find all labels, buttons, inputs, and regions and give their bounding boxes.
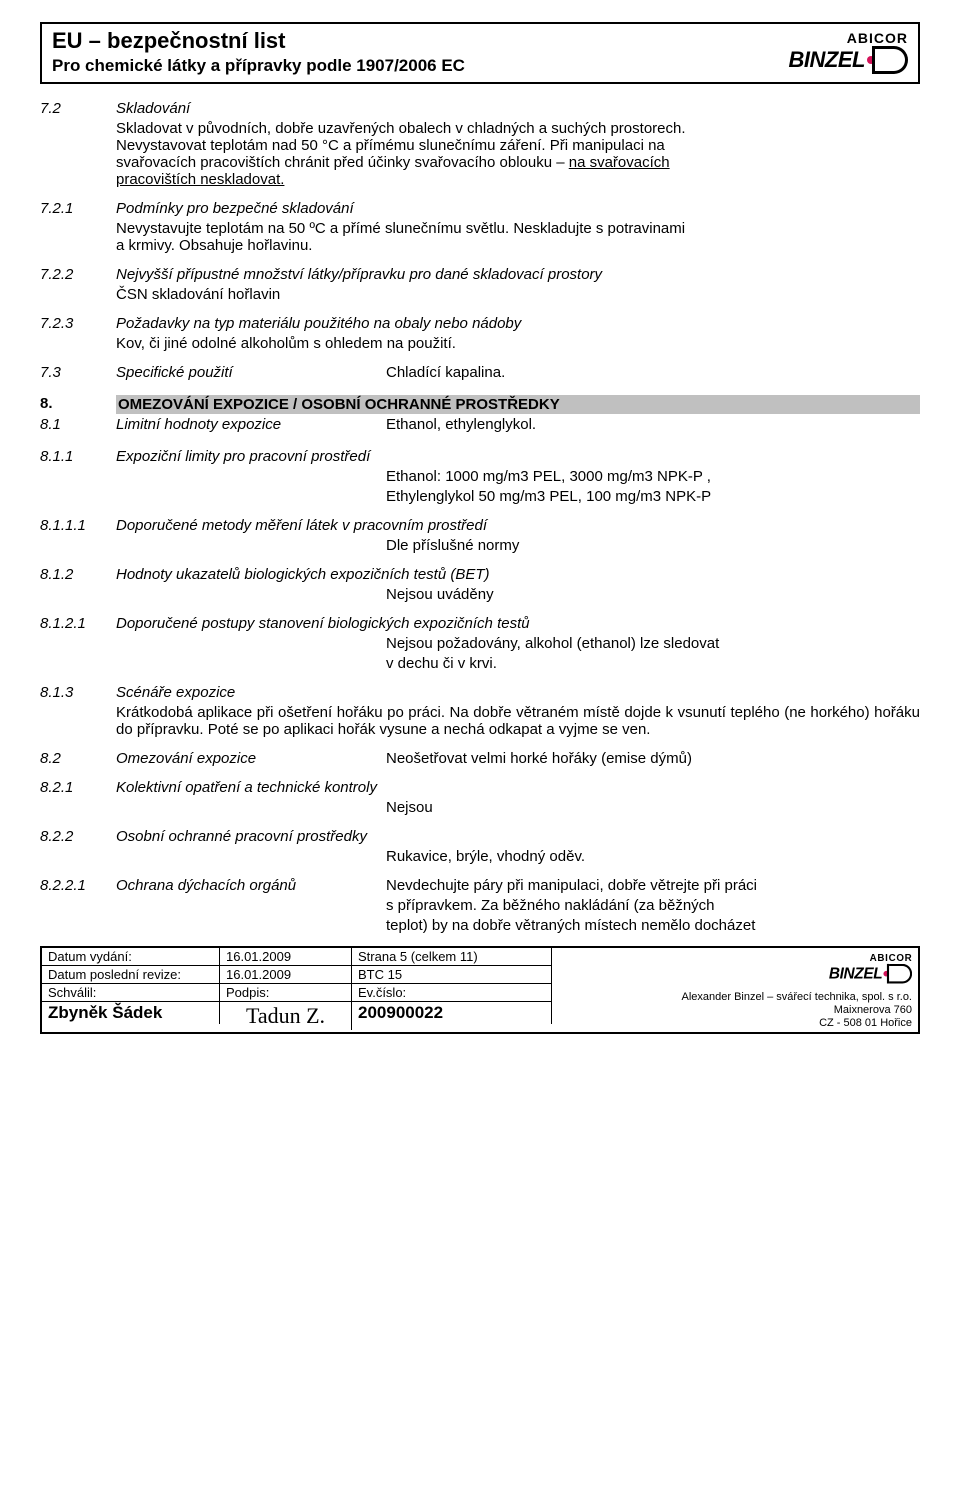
section-number: 8.1.2: [40, 566, 116, 583]
document-footer: Datum vydání: Datum poslední revize: Sch…: [40, 946, 920, 1034]
section-title: Požadavky na typ materiálu použitého na …: [116, 315, 920, 332]
section-title: Podmínky pro bezpečné skladování: [116, 200, 920, 217]
section-title: Doporučené postupy stanovení biologickýc…: [116, 615, 920, 632]
company-line: Maixnerova 760: [834, 1004, 912, 1017]
footer-company: ABICOR BINZEL Alexander Binzel – svářecí…: [552, 948, 918, 1032]
section-title: OMEZOVÁNÍ EXPOZICE / OSOBNÍ OCHRANNÉ PRO…: [116, 395, 920, 414]
section-number: 8.2.1: [40, 779, 116, 796]
section-7-2: 7.2 Skladování Skladovat v původních, do…: [40, 100, 920, 188]
header-subtitle: Pro chemické látky a přípravky podle 190…: [52, 56, 465, 76]
footer-evnumber: 200900022: [352, 1002, 552, 1024]
body-text: Nejsou uváděny: [386, 586, 920, 603]
footer-label: Datum vydání:: [42, 948, 220, 966]
section-8-1-1-1: 8.1.1.1 Doporučené metody měření látek v…: [40, 517, 920, 554]
section-number: 7.2.1: [40, 200, 116, 217]
section-8-1-2-1: 8.1.2.1 Doporučené postupy stanovení bio…: [40, 615, 920, 672]
section-7-3: 7.3 Specifické použití Chladící kapalina…: [40, 364, 920, 381]
section-number: 8.2.2: [40, 828, 116, 845]
body-text: s přípravkem. Za běžného nakládání (za b…: [386, 897, 920, 914]
logo-cap-icon: [875, 46, 908, 74]
section-number: 8.2.2.1: [40, 877, 116, 894]
brand-logo: ABICOR BINZEL: [789, 30, 908, 74]
section-8-1-1: 8.1.1 Expoziční limity pro pracovní pros…: [40, 448, 920, 505]
section-title: Expoziční limity pro pracovní prostředí: [116, 448, 920, 465]
section-8-1-2: 8.1.2 Hodnoty ukazatelů biologických exp…: [40, 566, 920, 603]
footer-brand-logo: ABICOR BINZEL: [828, 952, 912, 983]
section-8-1-3: 8.1.3 Scénáře expozice Krátkodobá aplika…: [40, 684, 920, 738]
section-8-2-2: 8.2.2 Osobní ochranné pracovní prostředk…: [40, 828, 920, 865]
body-text: Nevystavovat teplotám nad 50 °C a přímém…: [116, 137, 920, 154]
body-text: ČSN skladování hořlavin: [116, 286, 920, 303]
section-8-2-2-1: 8.2.2.1 Ochrana dýchacích orgánů Nevdech…: [40, 877, 920, 934]
body-text: svařovacích pracovištích chránit před úč…: [116, 154, 920, 171]
company-line: Alexander Binzel – svářecí technika, spo…: [681, 991, 912, 1004]
logo-cap-icon: [889, 964, 912, 984]
body-text: Krátkodobá aplikace při ošetření hořáku …: [116, 704, 920, 738]
logo-name: ABICOR: [847, 30, 908, 46]
footer-label: Schválil:: [42, 984, 220, 1002]
section-number: 7.2.3: [40, 315, 116, 332]
kv-label: Limitní hodnoty expozice: [116, 416, 386, 433]
body-text: Skladovat v původních, dobře uzavřených …: [116, 120, 920, 137]
body-text: Nevdechujte páry při manipulaci, dobře v…: [386, 877, 920, 894]
section-number: 8.1.3: [40, 684, 116, 701]
section-number: 8.1.1: [40, 448, 116, 465]
section-number: 8.1.1.1: [40, 517, 116, 534]
body-text: a krmivy. Obsahuje hořlavinu.: [116, 237, 920, 254]
section-title: Skladování: [116, 100, 920, 117]
footer-approver: Zbyněk Šádek: [42, 1002, 220, 1024]
section-8-2-1: 8.2.1 Kolektivní opatření a technické ko…: [40, 779, 920, 816]
footer-value: BTC 15: [352, 966, 552, 984]
kv-value: Ethanol, ethylenglykol.: [386, 416, 920, 433]
kv-label: Omezování expozice: [116, 750, 386, 767]
body-text: Ethylenglykol 50 mg/m3 PEL, 100 mg/m3 NP…: [386, 488, 920, 505]
body-text: Nejsou požadovány, alkohol (ethanol) lze…: [386, 635, 920, 652]
section-8-1: 8.1 Limitní hodnoty expozice Ethanol, et…: [40, 416, 920, 433]
body-text: Rukavice, brýle, vhodný oděv.: [386, 848, 920, 865]
body-text: teplot) by na dobře větraných místech ne…: [386, 917, 920, 934]
footer-page: Strana 5 (celkem 11): [352, 948, 552, 966]
header-title: EU – bezpečnostní list: [52, 28, 465, 54]
section-number: 8.1.2.1: [40, 615, 116, 632]
footer-label: Ev.číslo:: [352, 984, 552, 1002]
body-text: pracovištích neskladovat.: [116, 171, 920, 188]
section-number: 8.: [40, 395, 116, 414]
body-text: Dle příslušné normy: [386, 537, 920, 554]
section-7-2-2: 7.2.2 Nejvyšší přípustné množství látky/…: [40, 266, 920, 303]
section-title: Hodnoty ukazatelů biologických expoziční…: [116, 566, 920, 583]
section-title: Kolektivní opatření a technické kontroly: [116, 779, 920, 796]
document-header: EU – bezpečnostní list Pro chemické látk…: [40, 22, 920, 84]
section-8-2: 8.2 Omezování expozice Neošetřovat velmi…: [40, 750, 920, 767]
section-number: 8.2: [40, 750, 116, 767]
footer-label: Datum poslední revize:: [42, 966, 220, 984]
body-text: Nevystavujte teplotám na 50 ºC a přímé s…: [116, 220, 920, 237]
body-text: Ethanol: 1000 mg/m3 PEL, 3000 mg/m3 NPK-…: [386, 468, 920, 485]
footer-value: 16.01.2009: [220, 948, 352, 966]
footer-label: Podpis:: [220, 984, 352, 1002]
section-7-2-1: 7.2.1 Podmínky pro bezpečné skladování N…: [40, 200, 920, 254]
section-8-heading: 8. OMEZOVÁNÍ EXPOZICE / OSOBNÍ OCHRANNÉ …: [40, 395, 920, 414]
section-title: Nejvyšší přípustné množství látky/přípra…: [116, 266, 920, 283]
section-title: Scénáře expozice: [116, 684, 920, 701]
section-7-2-3: 7.2.3 Požadavky na typ materiálu použité…: [40, 315, 920, 352]
body-text: Nejsou: [386, 799, 920, 816]
logo-main: BINZEL: [789, 47, 865, 73]
body-text: Kov, či jiné odolné alkoholům s ohledem …: [116, 335, 920, 352]
body-text: v dechu či v krvi.: [386, 655, 920, 672]
kv-label: Specifické použití: [116, 364, 386, 381]
section-title: Doporučené metody měření látek v pracovn…: [116, 517, 920, 534]
footer-value: 16.01.2009: [220, 966, 352, 984]
section-title: Osobní ochranné pracovní prostředky: [116, 828, 920, 845]
section-number: 7.2.2: [40, 266, 116, 283]
kv-value: Neošetřovat velmi horké hořáky (emise dý…: [386, 750, 920, 767]
signature: Tadun Z.: [220, 1002, 352, 1030]
section-number: 7.2: [40, 100, 116, 117]
company-line: CZ - 508 01 Hořice: [819, 1017, 912, 1030]
section-number: 8.1: [40, 416, 116, 433]
section-number: 7.3: [40, 364, 116, 381]
kv-value: Chladící kapalina.: [386, 364, 920, 381]
kv-label: Ochrana dýchacích orgánů: [116, 877, 386, 894]
